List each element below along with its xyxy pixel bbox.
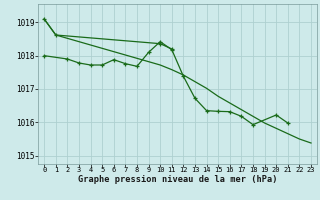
X-axis label: Graphe pression niveau de la mer (hPa): Graphe pression niveau de la mer (hPa) (78, 175, 277, 184)
